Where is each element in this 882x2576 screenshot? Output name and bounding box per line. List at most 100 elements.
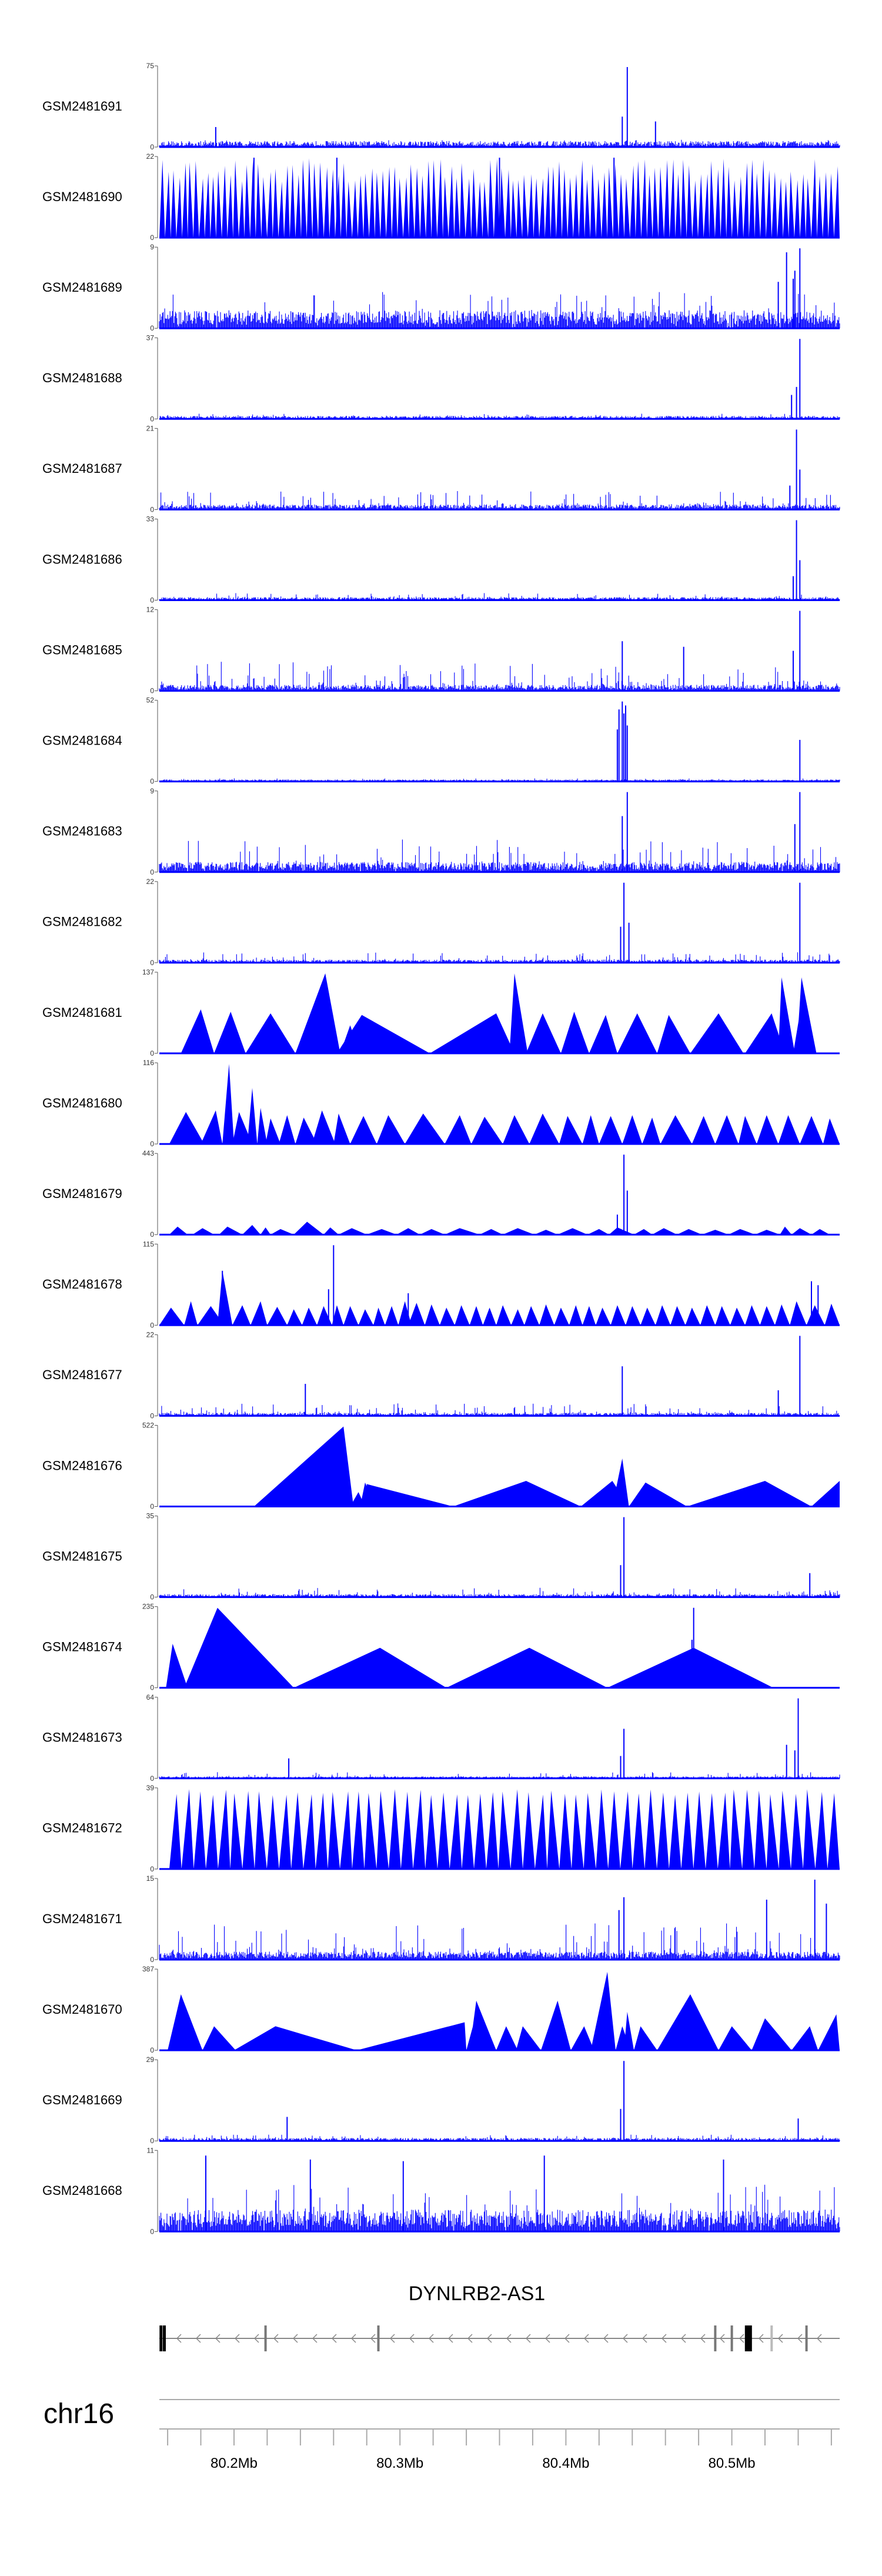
coverage-peak [783,181,789,238]
track-GSM2481672: GSM2481672 39 0 [42,1784,840,1873]
coverage-peak [511,1309,524,1326]
coverage-peak [247,1087,258,1144]
coverage-peak [624,178,630,238]
coverage-peak [465,178,472,238]
track-GSM2481683: GSM2481683 9 0 [42,787,840,876]
coverage-peak [510,180,517,238]
y-min-label: 0 [150,324,154,332]
coverage-peak [626,1306,641,1326]
coverage-peak [709,161,715,238]
y-max-label: 22 [146,152,155,161]
coverage-peak [803,1789,816,1869]
coverage-peak [510,1789,523,1869]
track-GSM2481671: GSM2481671 15 0 [42,1874,840,1964]
coverage-peak [270,1229,294,1235]
coverage-peak [719,2026,752,2051]
coverage-peak [624,2011,634,2051]
coverage-peak [267,172,273,238]
coverage-peak [250,1301,268,1326]
track-GSM2481691: GSM2481691 75 0 [42,62,840,151]
coverage-peak [443,176,449,238]
coverage-peak [754,173,760,238]
coverage-peak [779,1790,791,1869]
strand-arrow [700,2334,706,2343]
coverage-peak [681,159,687,238]
coverage-peak [329,169,335,238]
coverage-peak [253,1426,354,1507]
coverage-peak [669,159,676,238]
coverage-peak [754,1790,767,1869]
y-min-label: 0 [150,1503,154,1511]
coverage-peak [658,166,664,238]
track-label: GSM2481671 [42,1911,122,1926]
coverage-peak [596,1307,611,1326]
coverage-peak [660,1115,692,1144]
coverage-peak [554,1307,569,1326]
strand-arrow [564,2334,570,2343]
coverage-peak [250,159,256,238]
coverage-peak [817,176,823,238]
track-label: GSM2481672 [42,1821,122,1836]
coverage-peak [622,1115,643,1144]
coverage-peak [778,1115,800,1144]
coverage-peak [255,163,262,238]
coverage-peak [590,163,596,238]
coverage-peak [375,172,380,238]
coverage-peak [745,1013,785,1053]
track-label: GSM2481691 [42,99,122,114]
coverage-peak [439,1307,455,1326]
coverage-peak [607,167,613,238]
coverage-peak [385,1306,399,1326]
coverage-signal [159,491,840,510]
coverage-peak [664,160,670,238]
coverage-peak [471,1116,503,1144]
coverage-signal [159,139,840,147]
coverage-peak [657,1994,719,2051]
coverage-peak [295,1117,318,1144]
track-GSM2481690: GSM2481690 22 0 [42,152,840,242]
coverage-peak [279,1794,292,1869]
coverage-peak [168,1994,203,2051]
coverage-peak [184,1301,198,1326]
track-label: GSM2481670 [42,2002,122,2017]
track-GSM2481685: GSM2481685 12 0 [42,606,840,695]
coverage-peak [171,170,176,238]
coverage-peak [364,1793,377,1869]
coverage-peak [346,181,352,238]
coverage-peak [206,1794,218,1869]
coverage-peak [700,1305,716,1326]
coverage-peak [640,1307,656,1326]
coverage-peak [685,1307,700,1326]
y-min-label: 0 [150,2137,154,2145]
coverage-peak [652,168,659,238]
coverage-peak [602,172,607,238]
coverage-peak [567,177,573,238]
coverage-peak [619,174,624,238]
coverage-peak [373,1307,385,1326]
coverage-peak [657,1015,690,1053]
strand-arrow [273,2334,279,2343]
coverage-peak [610,1305,626,1326]
coverage-peak [257,1107,268,1144]
coverage-peak [499,168,506,238]
y-min-label: 0 [150,2046,154,2054]
track-label: GSM2481682 [42,915,122,929]
y-max-label: 35 [146,1512,155,1520]
coverage-peak [352,180,358,238]
coverage-signal [159,1772,840,1778]
y-min-label: 0 [150,1865,154,1873]
y-min-label: 0 [150,868,154,876]
coverage-peak [823,172,828,238]
coverage-peak [760,1306,775,1326]
strand-arrow [447,2334,453,2343]
coverage-signal [159,952,840,963]
coverage-peak [376,1115,405,1144]
coverage-peak [647,175,653,238]
coverage-peak [233,160,239,238]
coverage-peak [698,174,704,238]
coverage-peak [630,165,636,238]
coverage-peak [265,1118,280,1144]
strand-arrow [253,2334,259,2343]
track-GSM2481674: GSM2481674 235 0 [42,1603,840,1692]
coverage-peak [749,159,755,238]
